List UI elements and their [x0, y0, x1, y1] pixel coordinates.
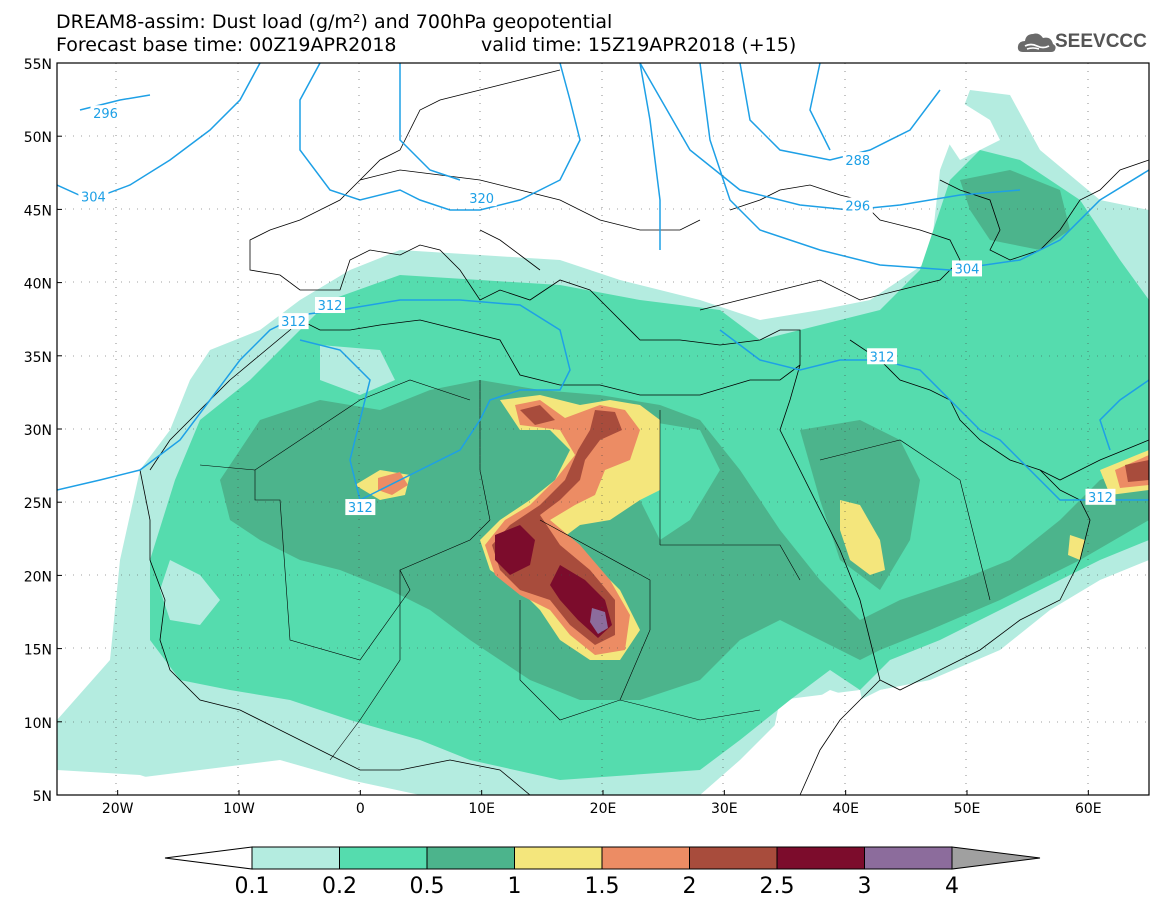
lon-tick-label: 10E — [468, 801, 495, 817]
contour-label: 296 — [845, 199, 870, 214]
contour-label-bg — [842, 152, 873, 169]
colorbar-label: 1 — [508, 874, 522, 899]
colorbar-over-triangle — [951, 846, 1041, 870]
colorbar-segment — [426, 846, 515, 870]
lon-tick-label: 30E — [711, 801, 738, 817]
contour-label: 312 — [870, 350, 895, 365]
lat-tick-label: 45N — [24, 203, 52, 219]
colorbar-label: 0.2 — [322, 874, 357, 899]
colorbar-segment — [339, 846, 428, 870]
contour-label-bg — [952, 260, 982, 277]
colorbar-label: 0.1 — [235, 874, 270, 899]
dust-level-3 — [590, 608, 608, 634]
lat-tick-label: 55N — [24, 57, 52, 73]
lat-tick-label: 25N — [24, 496, 52, 512]
contour-label: 320 — [469, 192, 494, 207]
colorbar-label: 3 — [858, 874, 872, 899]
contour-label: 296 — [93, 107, 118, 122]
contour-label: 304 — [81, 191, 106, 206]
colorbar-label: 2 — [683, 874, 697, 899]
colorbar-label: 2.5 — [760, 874, 795, 899]
colorbar-segment — [514, 846, 603, 870]
lat-tick-label: 40N — [24, 277, 52, 293]
colorbar-segment — [689, 846, 778, 870]
lat-tick-label: 15N — [24, 643, 52, 659]
cloud-icon — [1017, 33, 1056, 52]
contour-label-bg — [867, 348, 898, 365]
dust-level-2.5 — [495, 525, 612, 638]
contour-label-bg — [78, 188, 109, 205]
contour-labels: 296 304 320 288 296 304 312 312 312 312 312 — [78, 105, 1116, 516]
lon-tick-label: 40E — [832, 801, 859, 817]
colorbar-segment — [776, 846, 865, 870]
lon-tick-label: 0 — [356, 801, 365, 817]
colorbar-label: 4 — [945, 874, 959, 899]
dust-level-0.5 — [220, 380, 1149, 700]
lat-tick-label: 35N — [24, 350, 52, 366]
colorbar: 0.1 0.2 0.5 1 1.5 2 2.5 3 4 — [164, 846, 1041, 899]
contour-label: 304 — [955, 262, 980, 277]
contour-label: 288 — [845, 154, 870, 169]
map-title: DREAM8-assim: Dust load (g/m²) and 700hP… — [56, 11, 613, 33]
lon-tick-label: 60E — [1075, 801, 1102, 817]
lon-tick-label: 50E — [954, 801, 981, 817]
contour-label-bg — [90, 105, 121, 122]
lat-tick-label: 50N — [24, 130, 52, 146]
borders — [199, 379, 991, 761]
lon-tick-label: 20W — [102, 801, 134, 817]
colorbar-label: 1.5 — [585, 874, 620, 899]
logo-text: SEEVCCC — [1055, 31, 1147, 52]
contour-label: 312 — [318, 299, 343, 314]
colorbar-under-triangle — [164, 846, 253, 870]
latitude-axis: 55N 50N 45N 40N 35N 30N 25N 20N 15N 10N 5N — [24, 57, 62, 805]
lat-tick-label: 5N — [33, 789, 52, 805]
forecast-base-time: Forecast base time: 00Z19APR2018 — [56, 34, 397, 56]
contour-label-bg — [842, 197, 873, 214]
contour-label-bg — [278, 313, 309, 330]
contour-label-bg — [1085, 488, 1116, 505]
contour-label-bg — [466, 190, 497, 207]
lon-tick-label: 10W — [223, 801, 255, 817]
contour-label-bg — [315, 297, 345, 314]
colorbar-label: 0.5 — [410, 874, 445, 899]
valid-time: valid time: 15Z19APR2018 (+15) — [481, 34, 797, 56]
contour-label: 312 — [1088, 491, 1113, 506]
contour-label: 312 — [281, 315, 306, 330]
lat-tick-label: 20N — [24, 569, 52, 585]
lat-tick-label: 30N — [24, 423, 52, 439]
colorbar-segment — [601, 846, 690, 870]
dust-field: 296 304 320 288 296 304 312 312 312 312 312 — [57, 63, 1149, 795]
colorbar-segment — [864, 846, 953, 870]
colorbar-segment — [251, 846, 340, 870]
lat-tick-label: 10N — [24, 716, 52, 732]
contour-label-bg — [345, 499, 376, 516]
geopotential-contours — [57, 63, 1149, 502]
longitude-axis: 20W 10W 0 10E 20E 30E 40E 50E 60E — [102, 790, 1102, 817]
lon-tick-label: 20E — [590, 801, 617, 817]
contour-label: 312 — [348, 501, 373, 516]
